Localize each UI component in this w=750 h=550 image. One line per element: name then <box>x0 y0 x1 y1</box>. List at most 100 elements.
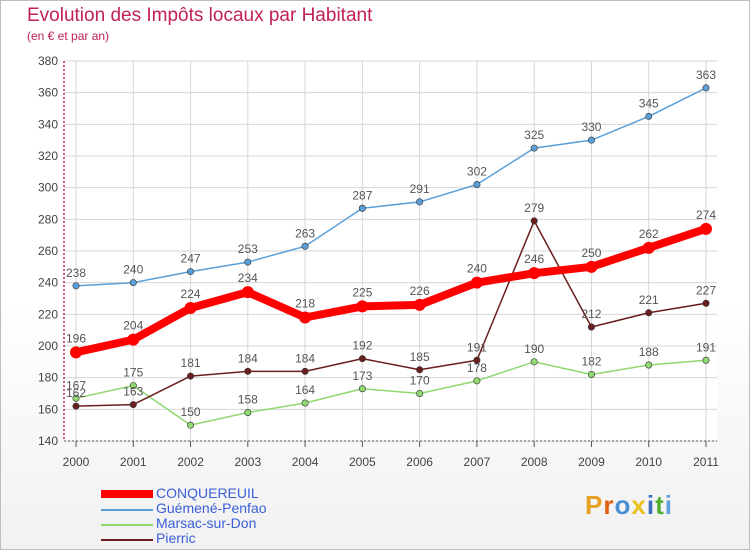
data-label: 181 <box>181 356 201 370</box>
y-tick-label: 360 <box>38 86 58 100</box>
data-point <box>301 242 309 250</box>
data-point <box>70 346 82 359</box>
data-point <box>129 382 137 390</box>
x-tick-label: 2010 <box>635 455 662 469</box>
data-point <box>187 372 195 380</box>
series-line-conquereuil <box>72 224 710 357</box>
data-point <box>72 282 80 290</box>
data-point <box>700 222 712 235</box>
x-tick-label: 2006 <box>406 455 433 469</box>
data-point <box>645 112 653 120</box>
data-label: 253 <box>238 242 258 256</box>
data-label: 158 <box>238 393 258 407</box>
data-label: 196 <box>66 331 86 345</box>
x-tick-label: 2000 <box>63 455 90 469</box>
chart-title: Evolution des Impôts locaux par Habitant <box>27 5 373 26</box>
legend-swatch <box>101 490 153 498</box>
data-label: 192 <box>352 339 372 353</box>
data-label: 226 <box>410 284 430 298</box>
data-point <box>129 279 137 287</box>
y-tick-label: 180 <box>38 371 58 385</box>
data-label: 227 <box>696 283 716 297</box>
legend-label: Marsac-sur-Don <box>156 515 257 531</box>
data-label: 363 <box>696 68 716 82</box>
data-label: 173 <box>352 369 372 383</box>
y-tick-label: 200 <box>38 339 58 353</box>
data-label: 150 <box>181 405 201 419</box>
y-tick-label: 220 <box>38 307 58 321</box>
data-label: 191 <box>467 340 487 354</box>
logo-letter: x <box>631 490 647 520</box>
data-point <box>585 260 598 273</box>
data-label: 175 <box>123 366 143 380</box>
data-point <box>187 268 195 276</box>
series-line-marsac-sur-don <box>75 359 707 426</box>
data-label: 178 <box>467 361 487 375</box>
data-label: 240 <box>467 262 487 276</box>
data-label: 330 <box>581 120 601 134</box>
data-point <box>530 144 538 152</box>
y-tick-label: 380 <box>38 54 58 68</box>
logo-letter: r <box>603 490 615 520</box>
data-label: 184 <box>238 351 258 365</box>
data-point <box>530 358 538 366</box>
x-tick-label: 2005 <box>349 455 376 469</box>
data-point <box>244 408 252 416</box>
y-tick-label: 340 <box>38 117 58 131</box>
data-point <box>528 267 541 280</box>
data-label: 250 <box>581 246 601 260</box>
data-label: 279 <box>524 201 544 215</box>
data-point <box>473 377 481 385</box>
data-point <box>587 136 595 144</box>
legend-label: Pierric <box>156 530 196 546</box>
data-point <box>244 367 252 375</box>
data-point <box>702 84 710 92</box>
data-label: 212 <box>581 307 601 321</box>
data-label: 287 <box>352 188 372 202</box>
data-point <box>642 241 655 254</box>
data-label: 185 <box>410 350 430 364</box>
data-point <box>356 300 369 313</box>
data-point <box>299 311 312 324</box>
data-point <box>587 370 595 378</box>
data-point <box>473 181 481 189</box>
data-label: 240 <box>123 263 143 277</box>
legend-label: Guémené-Penfao <box>156 500 267 516</box>
y-tick-label: 280 <box>38 212 58 226</box>
data-point <box>473 356 481 364</box>
logo-letter: P <box>585 490 604 520</box>
x-tick-label: 2011 <box>693 455 719 469</box>
data-label: 263 <box>295 226 315 240</box>
data-label: 274 <box>696 208 716 222</box>
data-point <box>413 298 426 311</box>
data-label: 167 <box>66 378 86 392</box>
data-point <box>301 399 309 407</box>
legend-swatch <box>101 509 153 511</box>
legend-swatch <box>101 524 153 526</box>
y-tick-label: 160 <box>38 402 58 416</box>
chart-subtitle: (en € et par an) <box>27 29 110 43</box>
y-tick-label: 300 <box>38 181 58 195</box>
data-label: 170 <box>410 374 430 388</box>
data-label: 191 <box>696 340 716 354</box>
data-label: 302 <box>467 165 487 179</box>
data-label: 325 <box>524 128 544 142</box>
data-point <box>702 299 710 307</box>
data-label: 225 <box>352 285 372 299</box>
data-point <box>129 401 137 409</box>
data-point <box>416 389 424 397</box>
data-label: 162 <box>66 386 86 400</box>
logo-letter: i <box>646 490 656 520</box>
data-point <box>645 361 653 369</box>
data-point <box>358 355 366 363</box>
data-label: 345 <box>639 96 659 110</box>
y-tick-label: 260 <box>38 244 58 258</box>
data-label: 262 <box>639 227 659 241</box>
data-label: 182 <box>581 355 601 369</box>
data-point <box>416 366 424 374</box>
data-point <box>702 356 710 364</box>
y-tick-label: 240 <box>38 276 58 290</box>
series-line-pierric <box>75 220 707 407</box>
data-label: 218 <box>295 297 315 311</box>
data-point <box>244 258 252 266</box>
